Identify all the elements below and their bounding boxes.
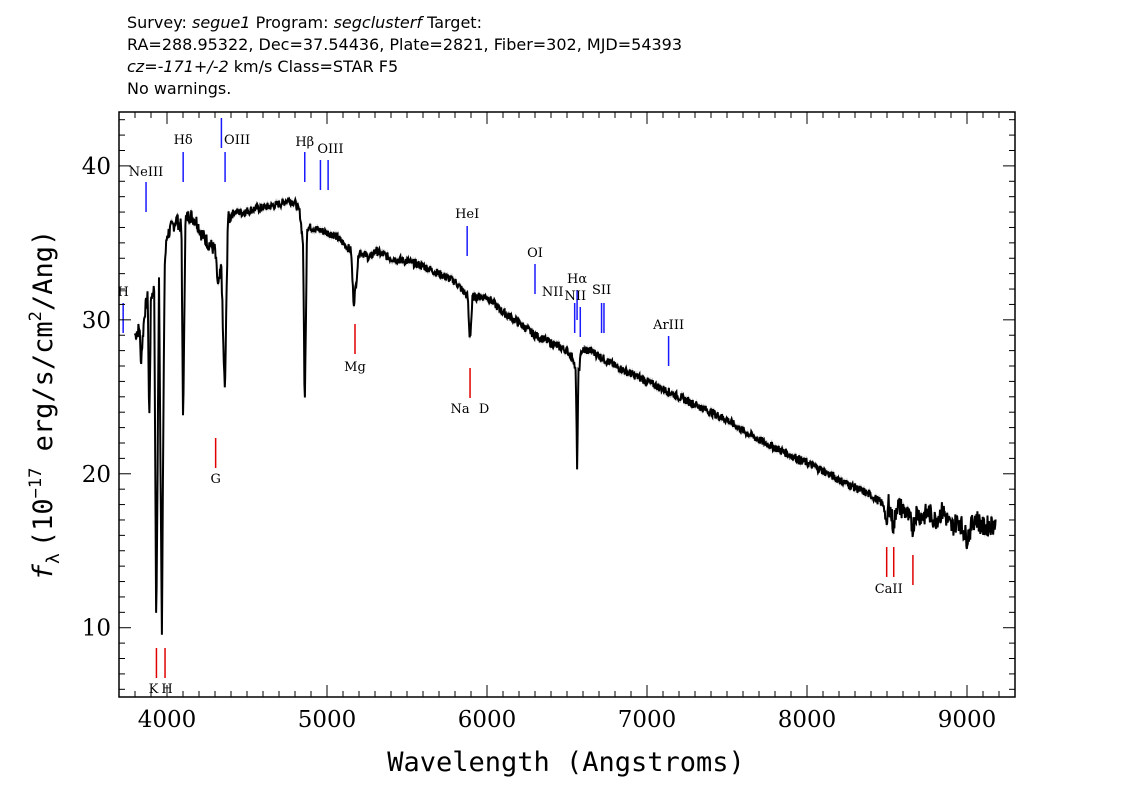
plot-frame <box>118 111 1016 698</box>
emission-line-label: Hδ <box>174 133 193 148</box>
absorption-line-label: K <box>149 682 159 697</box>
y-label-f: f <box>28 563 59 580</box>
axis-ticks <box>118 112 1016 697</box>
header-line-1: Survey: segue1 Program: segclusterf Targ… <box>127 12 682 34</box>
emission-line-label: Hβ <box>295 135 314 150</box>
emission-line-label: NII <box>542 285 564 300</box>
header-line-4: No warnings. <box>127 79 232 98</box>
absorption-line-label: Na <box>450 402 469 417</box>
y-label-close: /Ang) <box>28 230 59 311</box>
header-line-2: RA=288.95322, Dec=37.54436, Plate=2821, … <box>127 35 683 54</box>
y-label-exp: −17 <box>26 468 46 499</box>
program-value: segclusterf <box>333 13 422 32</box>
survey-label: Survey: <box>127 13 187 32</box>
absorption-line-label: G <box>210 472 220 487</box>
target-label: Target: <box>427 13 482 32</box>
y-tick-label: 10 <box>82 616 111 642</box>
x-tick-label: 4000 <box>138 707 197 733</box>
y-label-exp2: 2 <box>26 311 46 321</box>
redshift-value: cz=-171+/-2 <box>127 57 229 76</box>
y-label-open: (10 <box>28 498 59 547</box>
x-tick-label: 6000 <box>458 707 517 733</box>
y-label-sub: λ <box>43 553 64 564</box>
x-tick-label: 5000 <box>298 707 357 733</box>
header-line-3: cz=-171+/-2 km/s Class=STAR F5 <box>127 56 682 78</box>
tick-labels: 4000 5000 6000 7000 8000 9000 10 20 30 40 <box>82 154 997 733</box>
y-tick-label: 40 <box>82 154 111 180</box>
emission-line-label: Hα <box>567 272 587 287</box>
emission-line-label: H <box>117 285 128 300</box>
emission-line-label: OI <box>527 246 543 261</box>
class-value: km/s Class=STAR F5 <box>233 57 399 76</box>
emission-line-label: HeI <box>455 207 479 222</box>
y-axis-label: fλ (10−17 erg/s/cm2/Ang) <box>26 230 64 580</box>
x-axis-label: Wavelength (Angstroms) <box>387 747 745 778</box>
y-label-mid: erg/s/cm <box>28 321 59 467</box>
emission-line-label: NII <box>564 289 586 304</box>
absorption-line-label: D <box>479 402 489 417</box>
absorption-line-label: CaII <box>875 582 903 597</box>
emission-line-label: SII <box>592 283 611 298</box>
emission-line-label: ArIII <box>652 318 684 333</box>
x-tick-label: 7000 <box>618 707 677 733</box>
absorption-line-label: Mg <box>344 360 366 375</box>
emission-line-label: NeIII <box>129 165 163 180</box>
y-tick-label: 30 <box>82 308 111 334</box>
spectrum-header: Survey: segue1 Program: segclusterf Targ… <box>127 12 682 100</box>
error-band <box>135 195 996 638</box>
emission-line-label: OIII <box>317 142 343 157</box>
survey-value: segue1 <box>191 13 251 32</box>
x-tick-label: 9000 <box>938 707 997 733</box>
emission-line-label: OIII <box>224 133 250 148</box>
x-tick-label: 8000 <box>778 707 837 733</box>
spectrum-series <box>134 195 997 638</box>
program-label: Program: <box>255 13 329 32</box>
y-tick-label: 20 <box>82 462 111 488</box>
spectrum-line <box>134 195 997 635</box>
